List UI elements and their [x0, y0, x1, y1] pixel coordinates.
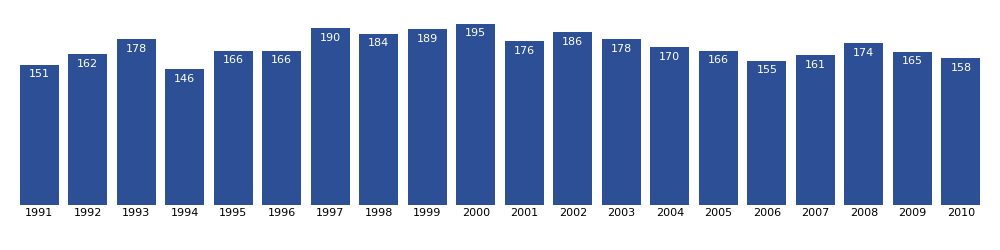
Bar	[505, 41, 544, 205]
Bar	[650, 47, 689, 205]
Text: 178: 178	[611, 44, 632, 54]
Text: 151: 151	[29, 69, 50, 79]
Bar	[796, 55, 835, 205]
Bar	[602, 40, 641, 205]
Text: 166: 166	[708, 55, 729, 65]
Bar	[408, 29, 447, 205]
Text: 178: 178	[126, 44, 147, 54]
Bar	[553, 32, 592, 205]
Bar	[456, 24, 495, 205]
Bar	[747, 61, 786, 205]
Text: 158: 158	[950, 63, 971, 73]
Text: 190: 190	[320, 33, 341, 43]
Bar	[699, 50, 738, 205]
Text: 195: 195	[465, 28, 486, 38]
Text: 155: 155	[756, 66, 777, 76]
Text: 170: 170	[659, 52, 680, 62]
Bar	[311, 28, 350, 205]
Text: 189: 189	[417, 34, 438, 44]
Text: 165: 165	[902, 56, 923, 66]
Bar	[844, 43, 883, 205]
Text: 161: 161	[805, 60, 826, 70]
Text: 166: 166	[271, 55, 292, 65]
Bar	[262, 50, 301, 205]
Bar	[117, 40, 156, 205]
Bar	[893, 52, 932, 205]
Text: 186: 186	[562, 37, 583, 47]
Bar	[20, 64, 59, 205]
Bar	[165, 69, 204, 205]
Text: 166: 166	[223, 55, 244, 65]
Text: 146: 146	[174, 74, 195, 84]
Text: 174: 174	[853, 48, 874, 58]
Bar	[214, 50, 253, 205]
Bar	[359, 34, 398, 205]
Bar	[941, 58, 980, 205]
Text: 162: 162	[77, 59, 98, 69]
Bar	[68, 54, 107, 205]
Text: 176: 176	[514, 46, 535, 56]
Text: 184: 184	[368, 38, 389, 48]
